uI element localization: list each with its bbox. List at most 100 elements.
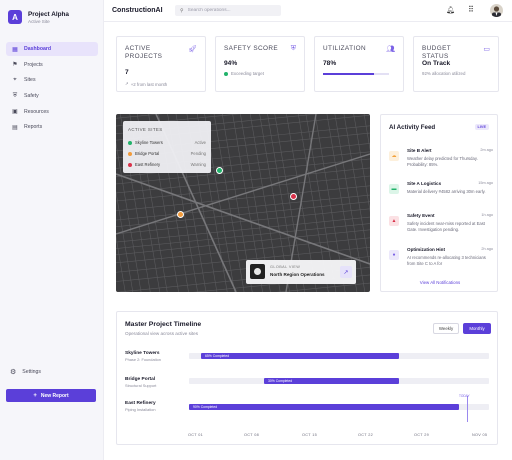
kpi-subtext: Exceeding target xyxy=(224,71,264,76)
brand-logo: A xyxy=(8,10,22,24)
global-view-name: North Region Operations xyxy=(270,272,325,277)
sidebar-item-reports[interactable]: ▤ Reports xyxy=(6,120,98,134)
timeline-tick: OCT 29 xyxy=(414,433,430,437)
global-view-label: GLOBAL VIEW xyxy=(270,265,301,269)
avatar[interactable] xyxy=(490,4,503,17)
kpi-label: UTILIZATION xyxy=(323,45,366,52)
sidebar-item-safety[interactable]: ⛨ Safety xyxy=(6,89,98,103)
timeline-bar[interactable]: 30% Completed xyxy=(264,378,399,384)
site-status: Warning xyxy=(190,162,206,167)
project-phase: Phase 2: Foundation xyxy=(125,357,161,362)
kpi-subtext: ↗ +2 from last month xyxy=(125,81,167,87)
search-input[interactable] xyxy=(187,8,278,13)
timeline-project: Bridge Portal Structural Support xyxy=(125,377,156,388)
truck-icon: ▬ xyxy=(389,184,399,194)
kpi-card-utilization[interactable]: UTILIZATION 👥︎ 78% xyxy=(314,36,404,92)
today-marker xyxy=(467,396,468,422)
feed-item-time: 1h ago xyxy=(481,213,493,217)
map-pin-east-refinery[interactable] xyxy=(290,193,297,200)
brand-subtitle: Active Site xyxy=(28,18,50,24)
project-name: Skyline Towers xyxy=(125,351,160,356)
map-pin-bridge-portal[interactable] xyxy=(177,211,184,218)
trend-up-icon: ↗ xyxy=(125,81,129,86)
search-box[interactable]: ⚲ xyxy=(175,5,281,16)
sidebar-item-label: Projects xyxy=(24,61,43,68)
kpi-label: ACTIVE PROJECTS xyxy=(125,45,163,60)
shield-icon: ⛨ xyxy=(290,45,296,52)
map-pin-skyline-towers[interactable] xyxy=(216,167,223,174)
monthly-toggle[interactable]: Monthly xyxy=(463,323,491,334)
site-status: Active xyxy=(194,140,206,145)
kpi-card-safety-score[interactable]: SAFETY SCORE ⛨ 94% Exceeding target xyxy=(215,36,305,92)
external-link-icon[interactable]: ↗ xyxy=(340,266,352,278)
live-badge: LIVE xyxy=(474,124,489,130)
sidebar-item-resources[interactable]: ▣ Resources xyxy=(6,105,98,119)
project-name: Bridge Portal xyxy=(125,377,156,382)
timeline-bar[interactable]: 65% Completed xyxy=(201,353,399,359)
site-row[interactable]: Skyline Towers Active xyxy=(128,140,206,145)
people-icon: 👥︎ xyxy=(386,46,395,53)
kpi-value: On Track xyxy=(422,60,451,67)
timeline-tick: OCT 08 xyxy=(244,433,260,437)
kpi-card-budget-status[interactable]: BUDGET STATUS ▭ On Track 92% allocation … xyxy=(413,36,499,92)
sidebar-item-sites[interactable]: ⌖ Sites xyxy=(6,73,98,87)
timeline-track: 65% Completed xyxy=(189,353,489,359)
rocket-icon: 🚀︎ xyxy=(188,46,197,53)
timeline-subtitle: Operational view across active sites xyxy=(125,331,199,336)
sidebar-item-label: Sites xyxy=(24,77,36,84)
projects-icon: ⚑ xyxy=(12,62,18,69)
new-report-button[interactable]: + New Report xyxy=(6,389,96,402)
site-row[interactable]: Bridge Portal Pending xyxy=(128,151,206,156)
utilization-progress-fill xyxy=(323,73,375,75)
feed-item-title: Optimization Hint xyxy=(407,247,446,252)
sidebar-item-label: Dashboard xyxy=(24,46,52,52)
apps-grid-icon[interactable]: ⠿ xyxy=(468,5,474,14)
brand[interactable]: A Project Alpha Active Site xyxy=(8,10,69,24)
bell-icon[interactable]: 🔔︎ xyxy=(446,7,455,14)
bar-label: 65% Completed xyxy=(205,354,230,358)
timeline-tick: OCT 22 xyxy=(358,433,374,437)
app-title: ConstructionAI xyxy=(112,7,163,14)
timeline-tick: OCT 01 xyxy=(188,433,204,437)
timeline-tick: NOV 05 xyxy=(472,433,488,437)
kpi-subtext: 92% allocation utilized xyxy=(422,71,466,76)
kpi-value: 7 xyxy=(125,69,129,76)
site-map[interactable]: ACTIVE SITES Skyline Towers Active Bridg… xyxy=(116,114,370,292)
timeline-track: 30% Completed xyxy=(189,378,489,384)
timeline-project: Skyline Towers Phase 2: Foundation xyxy=(125,351,161,362)
settings-label: Settings xyxy=(22,369,42,375)
new-report-label: New Report xyxy=(40,392,69,399)
site-row[interactable]: East Refinery Warning xyxy=(128,162,206,167)
timeline-project: East Refinery Piping Installation xyxy=(125,401,156,412)
dashboard-icon: ▦ xyxy=(12,46,18,53)
feed-item-desc: Safety incident near-miss reported at Ea… xyxy=(407,221,485,233)
global-view-card[interactable]: GLOBAL VIEW North Region Operations ↗ xyxy=(246,260,356,284)
settings-link[interactable]: ⚙ Settings xyxy=(10,368,41,376)
kpi-value: 78% xyxy=(323,60,337,67)
sidebar-item-dashboard[interactable]: ▦ Dashboard xyxy=(6,42,98,56)
feed-title: AI Activity Feed xyxy=(389,124,436,131)
weekly-toggle[interactable]: Weekly xyxy=(433,323,459,334)
view-all-notifications-link[interactable]: View All Notifications xyxy=(419,280,461,285)
gear-icon: ⚙ xyxy=(10,369,17,376)
project-phase: Structural Support xyxy=(125,383,157,388)
feed-item-desc: AI recommends re-allocating 3 technician… xyxy=(407,255,486,267)
ai-activity-feed: AI Activity Feed LIVE ☁ Site B Alert 2m … xyxy=(380,114,498,292)
search-icon: ⚲ xyxy=(180,7,184,14)
status-dot xyxy=(128,140,132,145)
wallet-icon: ▭ xyxy=(483,46,490,53)
feed-item-title: Site B Alert xyxy=(407,148,432,153)
kpi-value: 94% xyxy=(224,60,238,67)
kpi-card-active-projects[interactable]: ACTIVE PROJECTS 🚀︎ 7 ↗ +2 from last mont… xyxy=(116,36,206,92)
location-pin-icon: ⌖ xyxy=(13,76,17,83)
sidebar-item-projects[interactable]: ⚑ Projects xyxy=(6,58,98,72)
timeline-track: 90% Completed xyxy=(189,404,489,410)
site-name: East Refinery xyxy=(135,162,161,167)
feed-item-title: Safety Event xyxy=(407,213,435,218)
top-bar: ConstructionAI ⚲ 🔔︎ ⠿ xyxy=(104,0,512,22)
plus-icon: + xyxy=(33,392,37,399)
kpi-label: BUDGET STATUS xyxy=(422,45,451,60)
timeline-bar[interactable]: 90% Completed xyxy=(189,404,459,410)
brand-title: Project Alpha xyxy=(28,10,69,18)
active-sites-panel: ACTIVE SITES Skyline Towers Active Bridg… xyxy=(123,121,211,173)
